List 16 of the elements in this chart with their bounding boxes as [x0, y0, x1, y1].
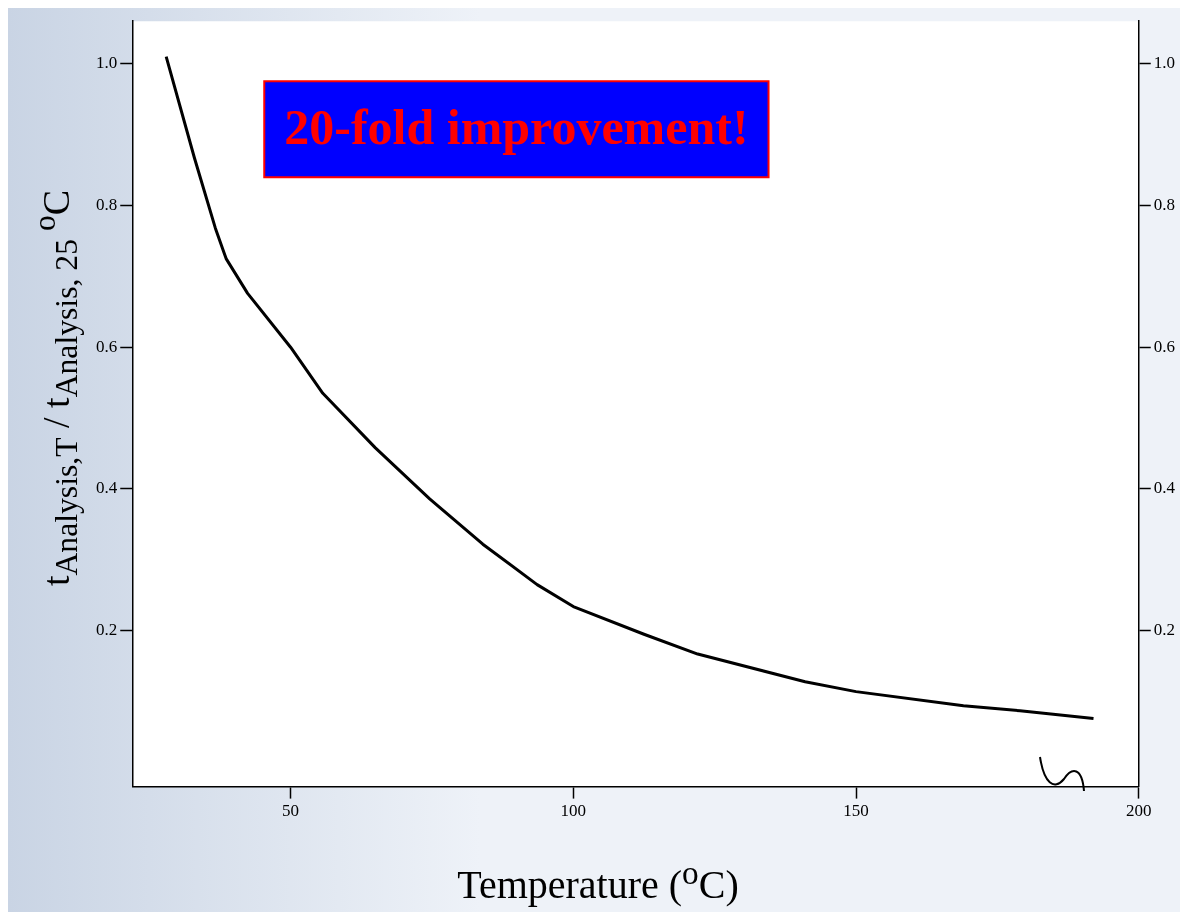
y-tick-label: 0.8: [96, 194, 118, 214]
x-tick-label: 150: [843, 801, 869, 821]
y-tick-label: 0.2: [96, 620, 118, 640]
y2-tick-label: 0.6: [1153, 336, 1175, 356]
x-tick-label: 50: [282, 801, 300, 821]
y-tick-label: 0.6: [96, 336, 118, 356]
x-tick-label: 200: [1126, 801, 1152, 821]
y2-tick-label: 0.4: [1153, 478, 1176, 498]
y2-tick-label: 0.2: [1153, 620, 1175, 640]
x-axis-title: Temperature ($^{o}$C): [456, 853, 740, 908]
y-tick-label: 0.4: [96, 478, 118, 498]
y2-tick-label: 0.8: [1153, 194, 1175, 214]
annotation: 20-fold improvement!: [284, 99, 749, 156]
y2-tick-label: 1.0: [1153, 53, 1175, 73]
y-tick-label: 1.0: [96, 53, 118, 73]
x-tick-label: 100: [560, 801, 587, 821]
